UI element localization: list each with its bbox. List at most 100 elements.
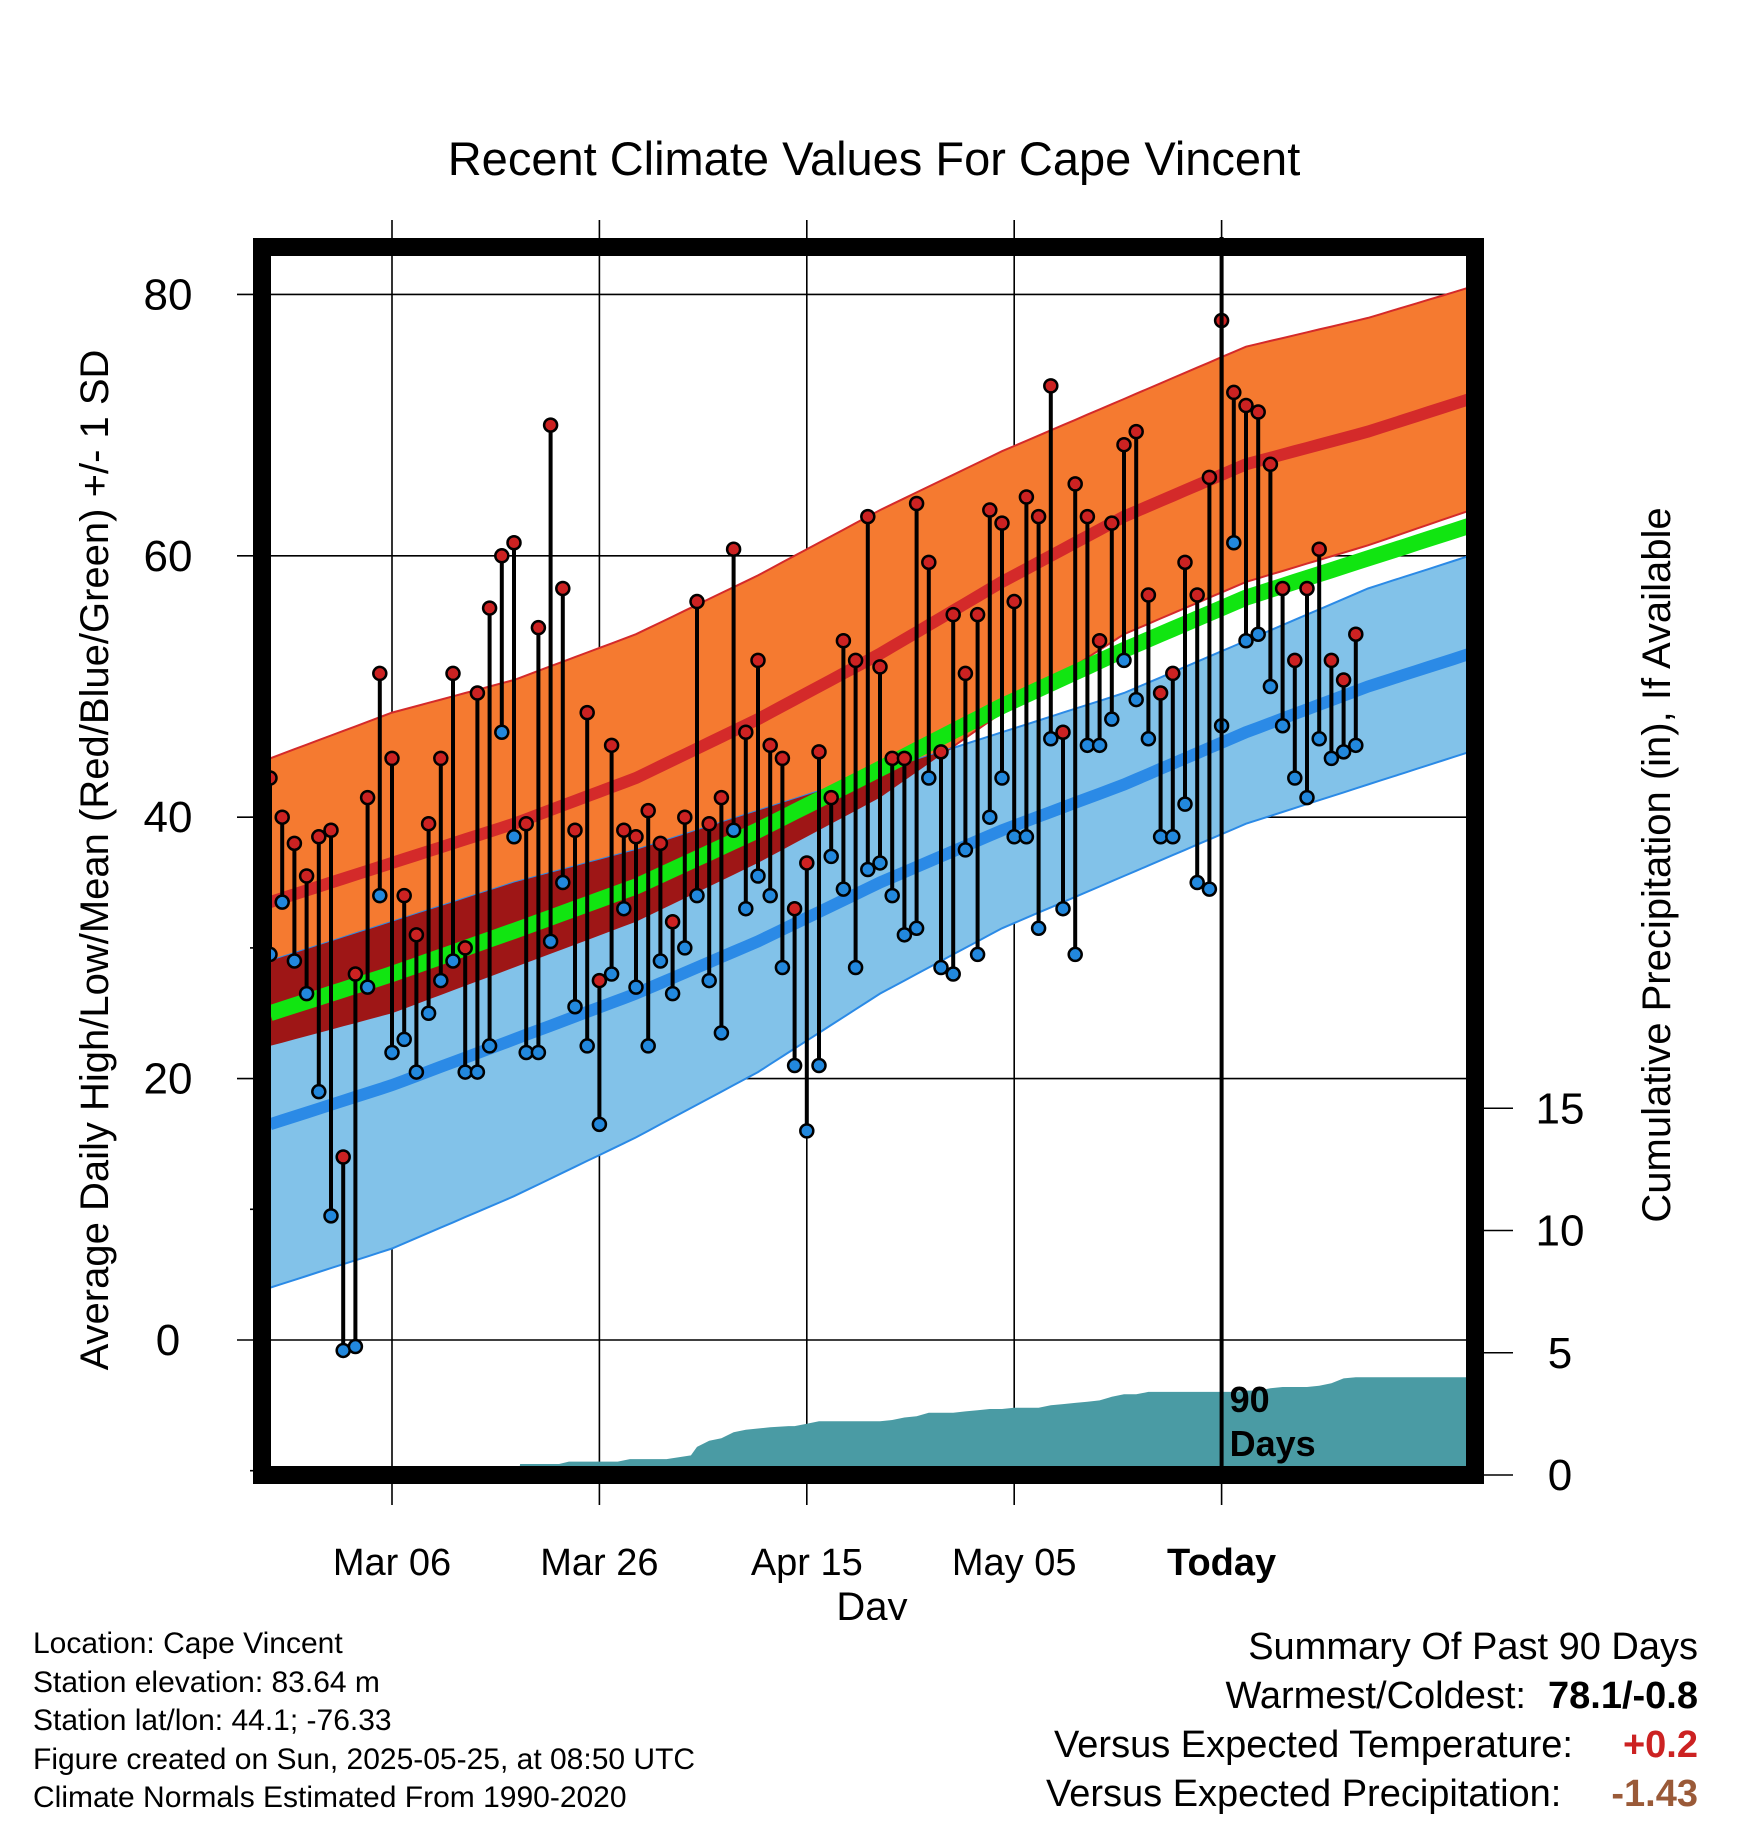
obs-high-point bbox=[921, 554, 937, 571]
obs-high-point bbox=[725, 541, 742, 558]
obs-high-point bbox=[359, 789, 376, 806]
obs-high-point bbox=[811, 744, 827, 760]
obs-low-point bbox=[1104, 711, 1120, 727]
obs-high-point bbox=[762, 737, 778, 754]
chart-title: Recent Climate Values For Cape Vincent bbox=[448, 132, 1301, 185]
obs-high-point bbox=[1104, 515, 1120, 531]
obs-low-point bbox=[323, 1208, 339, 1224]
precip-label: Versus Expected Precipitation: bbox=[1045, 1773, 1562, 1815]
obs-high-point bbox=[1274, 580, 1291, 597]
obs-low-point bbox=[872, 855, 888, 871]
obs-high-point bbox=[1055, 724, 1071, 740]
obs-high-point bbox=[1335, 672, 1352, 688]
obs-low-point bbox=[628, 979, 644, 995]
obs-high-point bbox=[1165, 665, 1181, 682]
warmest-value: 78.1/-0.8 bbox=[1548, 1675, 1698, 1717]
obs-low-point bbox=[1116, 652, 1132, 669]
y2-tick-label: 5 bbox=[1548, 1329, 1572, 1378]
obs-low-point bbox=[616, 900, 632, 917]
obs-high-point bbox=[603, 737, 620, 754]
obs-low-point bbox=[1189, 874, 1205, 891]
obs-low-point bbox=[664, 985, 681, 1002]
obs-high-point bbox=[664, 914, 681, 930]
obs-high-point bbox=[396, 887, 412, 904]
obs-low-point bbox=[738, 900, 754, 917]
obs-low-point bbox=[1030, 920, 1047, 937]
obs-high-point bbox=[518, 815, 534, 832]
obs-high-point bbox=[1091, 633, 1108, 649]
obs-low-point bbox=[408, 1064, 425, 1080]
obs-high-point bbox=[1238, 397, 1254, 414]
obs-low-point bbox=[396, 1031, 412, 1048]
obs-low-point bbox=[1165, 829, 1181, 845]
obs-low-point bbox=[1140, 731, 1157, 747]
obs-low-point bbox=[298, 985, 315, 1002]
normals-text: Climate Normals Estimated From 1990-2020 bbox=[33, 1781, 627, 1814]
obs-high-point bbox=[530, 619, 547, 636]
obs-high-point bbox=[1226, 384, 1242, 401]
obs-low-point bbox=[896, 927, 913, 943]
obs-low-point bbox=[1177, 796, 1193, 812]
x-tick-label: Mar 26 bbox=[540, 1542, 658, 1584]
obs-low-point bbox=[542, 933, 559, 950]
obs-high-point bbox=[689, 593, 705, 610]
obs-high-point bbox=[847, 652, 864, 669]
obs-high-point bbox=[701, 815, 717, 832]
obs-high-point bbox=[274, 809, 290, 825]
obs-high-point bbox=[738, 724, 754, 740]
obs-low-point bbox=[1055, 900, 1071, 917]
obs-low-point bbox=[286, 953, 303, 969]
obs-high-point bbox=[713, 789, 730, 806]
obs-high-point bbox=[933, 744, 949, 760]
y2-tick-label: 10 bbox=[1536, 1207, 1585, 1256]
obs-low-point bbox=[945, 966, 961, 982]
obs-low-point bbox=[957, 842, 974, 858]
obs-high-point bbox=[1311, 541, 1327, 558]
obs-high-point bbox=[445, 665, 461, 682]
obs-low-point bbox=[786, 1057, 803, 1074]
obs-low-point bbox=[1299, 789, 1315, 806]
obs-low-point bbox=[689, 887, 705, 904]
obs-high-point bbox=[408, 927, 425, 943]
y-tick-label: 80 bbox=[144, 270, 193, 319]
obs-low-point bbox=[311, 1083, 327, 1100]
obs-high-point bbox=[1006, 593, 1022, 610]
obs-high-point bbox=[542, 417, 559, 433]
precip-area bbox=[262, 1377, 1475, 1475]
obs-high-point bbox=[506, 534, 522, 551]
station-info: Location: Cape Vincent Station elevation… bbox=[33, 1625, 695, 1818]
obs-high-point bbox=[994, 515, 1010, 531]
y2-axis-label: Cumulative Precipitation (in), If Availa… bbox=[1635, 507, 1679, 1222]
obs-low-point bbox=[445, 953, 461, 969]
obs-high-point bbox=[335, 1149, 351, 1165]
obs-low-point bbox=[1348, 737, 1364, 754]
obs-low-point bbox=[555, 874, 571, 891]
obs-low-point bbox=[713, 1025, 730, 1041]
temp-label: Versus Expected Temperature: bbox=[1054, 1724, 1573, 1766]
obs-low-point bbox=[725, 822, 742, 839]
precip-row: Versus Expected Precipitation: -1.43 bbox=[1046, 1770, 1698, 1819]
obs-high-point bbox=[1128, 423, 1144, 440]
obs-low-point bbox=[274, 894, 290, 910]
obs-low-point bbox=[847, 959, 864, 976]
obs-low-point bbox=[1335, 744, 1352, 760]
obs-low-point bbox=[1323, 750, 1340, 767]
obs-low-point bbox=[1287, 770, 1303, 786]
obs-low-point bbox=[384, 1044, 400, 1061]
y-tick-label: 20 bbox=[144, 1055, 193, 1104]
location-text: Location: Cape Vincent bbox=[33, 1627, 343, 1660]
obs-high-point bbox=[1250, 404, 1266, 420]
obs-low-point bbox=[677, 940, 693, 956]
obs-low-point bbox=[494, 724, 510, 740]
obs-high-point bbox=[567, 822, 583, 839]
x-axis-label: Day bbox=[836, 1585, 907, 1620]
y-axis-label: Average Daily High/Low/Mean (Red/Blue/Gr… bbox=[73, 350, 117, 1371]
obs-high-point bbox=[652, 835, 669, 852]
obs-low-point bbox=[530, 1044, 547, 1061]
warmest-row: Warmest/Coldest: 78.1/-0.8 bbox=[1046, 1672, 1698, 1721]
obs-high-point bbox=[372, 665, 388, 682]
obs-high-point bbox=[982, 502, 998, 518]
obs-high-point bbox=[591, 972, 608, 989]
obs-low-point bbox=[433, 972, 449, 989]
obs-low-point bbox=[823, 848, 839, 865]
